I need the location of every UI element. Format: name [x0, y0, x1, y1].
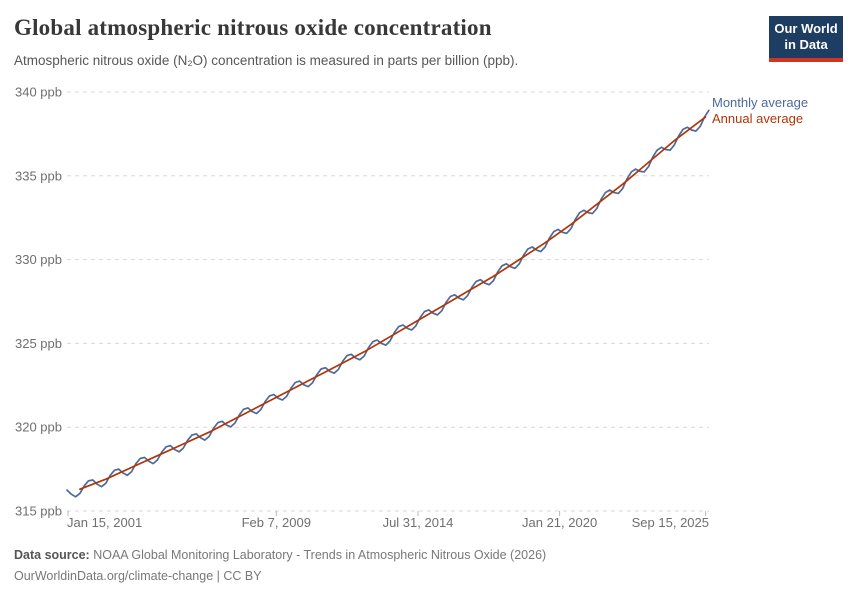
page-title: Global atmospheric nitrous oxide concent…	[14, 15, 492, 40]
x-tick-label: Jul 31, 2014	[383, 515, 454, 530]
license-line: OurWorldinData.org/climate-change | CC B…	[14, 566, 546, 587]
y-tick-label: 330 ppb	[15, 252, 62, 267]
legend-annual-average: Annual average	[712, 111, 803, 126]
source-text: NOAA Global Monitoring Laboratory - Tren…	[89, 548, 547, 562]
owid-logo-line1: Our World	[774, 21, 838, 36]
y-tick-label: 315 ppb	[15, 504, 62, 519]
owid-logo: Our World in Data	[769, 16, 843, 62]
y-tick-label: 335 ppb	[15, 168, 62, 183]
footer: Data source: NOAA Global Monitoring Labo…	[14, 545, 546, 587]
separator: |	[213, 569, 224, 583]
line-chart: 340 ppb 335 ppb 330 ppb 325 ppb 320 ppb …	[15, 85, 808, 531]
annual-average-line	[79, 116, 707, 491]
x-tick-label: Sep 15, 2025	[632, 515, 709, 530]
source-label: Data source:	[14, 548, 90, 562]
axis-layer: 340 ppb 335 ppb 330 ppb 325 ppb 320 ppb …	[15, 85, 709, 531]
legend: Monthly average Annual average	[712, 95, 808, 126]
owid-link[interactable]: OurWorldinData.org/climate-change	[14, 569, 214, 583]
x-tick-label: Jan 21, 2020	[522, 515, 597, 530]
y-tick-label: 325 ppb	[15, 336, 62, 351]
license-text: CC BY	[223, 569, 262, 583]
legend-monthly-average: Monthly average	[712, 95, 808, 110]
series-layer	[66, 109, 710, 498]
y-tick-label: 320 ppb	[15, 420, 62, 435]
chart-subtitle: Atmospheric nitrous oxide (N₂O) concentr…	[14, 53, 519, 68]
source-line: Data source: NOAA Global Monitoring Labo…	[14, 545, 546, 566]
monthly-average-line	[66, 109, 710, 498]
y-tick-label: 340 ppb	[15, 85, 62, 100]
x-tick-label: Feb 7, 2009	[242, 515, 311, 530]
x-tick-label: Jan 15, 2001	[67, 515, 142, 530]
owid-logo-line2: in Data	[784, 37, 828, 52]
